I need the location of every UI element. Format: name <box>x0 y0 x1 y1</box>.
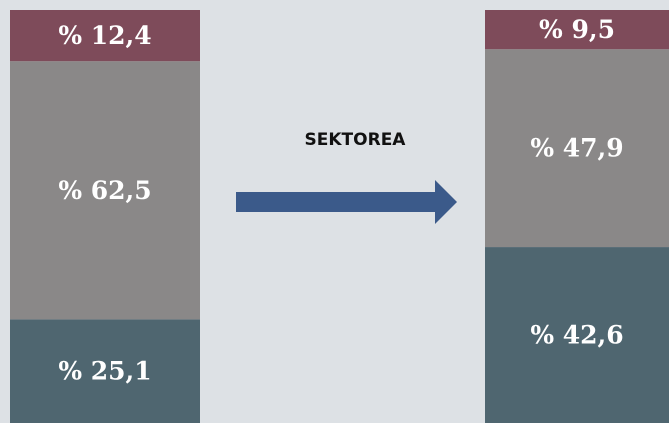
annotation: SEKTOREA <box>305 130 407 150</box>
data-label: % 62,5 <box>58 176 151 205</box>
bar-segment <box>485 49 669 248</box>
data-label: % 42,6 <box>530 321 623 350</box>
data-label: % 47,9 <box>530 134 623 163</box>
bar-segment <box>10 61 200 320</box>
data-label: % 12,4 <box>58 21 151 50</box>
bar-segment <box>10 319 200 423</box>
data-label: % 9,5 <box>539 15 615 44</box>
bar-segment <box>10 10 200 62</box>
arrow <box>236 180 457 224</box>
bar-segment <box>485 247 669 423</box>
bar-segment <box>485 10 669 50</box>
data-label: % 25,1 <box>58 357 151 386</box>
